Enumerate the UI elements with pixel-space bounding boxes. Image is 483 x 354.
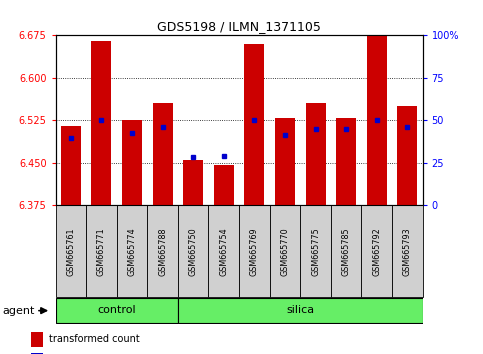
Text: GSM665761: GSM665761	[66, 227, 75, 276]
Text: transformed count: transformed count	[49, 334, 140, 344]
Text: GSM665750: GSM665750	[189, 227, 198, 276]
Bar	[306, 103, 326, 205]
FancyBboxPatch shape	[56, 205, 86, 297]
Text: GSM665793: GSM665793	[403, 227, 412, 276]
FancyBboxPatch shape	[361, 205, 392, 297]
Text: GSM665770: GSM665770	[281, 227, 289, 276]
Text: GSM665769: GSM665769	[250, 227, 259, 276]
FancyBboxPatch shape	[117, 205, 147, 297]
FancyBboxPatch shape	[331, 205, 361, 297]
Text: control: control	[98, 305, 136, 315]
Bar	[214, 165, 234, 205]
Text: GSM665771: GSM665771	[97, 227, 106, 276]
Bar	[31, 332, 43, 347]
Bar	[122, 120, 142, 205]
FancyBboxPatch shape	[209, 205, 239, 297]
FancyBboxPatch shape	[300, 205, 331, 297]
Text: agent: agent	[2, 306, 35, 316]
FancyBboxPatch shape	[178, 205, 209, 297]
Bar	[153, 103, 172, 205]
Text: GSM665792: GSM665792	[372, 227, 381, 276]
Text: silica: silica	[286, 305, 314, 315]
Text: GSM665775: GSM665775	[311, 227, 320, 276]
Text: GSM665774: GSM665774	[128, 227, 137, 276]
Bar	[244, 44, 264, 205]
Bar	[275, 118, 295, 205]
FancyBboxPatch shape	[147, 205, 178, 297]
FancyBboxPatch shape	[178, 298, 423, 322]
Text: GSM665785: GSM665785	[341, 227, 351, 276]
FancyBboxPatch shape	[86, 205, 117, 297]
Bar	[31, 353, 43, 354]
Bar	[398, 106, 417, 205]
Title: GDS5198 / ILMN_1371105: GDS5198 / ILMN_1371105	[157, 20, 321, 33]
Bar	[336, 118, 356, 205]
Bar	[367, 33, 387, 205]
Text: GSM665788: GSM665788	[158, 227, 167, 276]
FancyBboxPatch shape	[56, 298, 178, 322]
Text: GSM665754: GSM665754	[219, 227, 228, 276]
Bar	[91, 41, 112, 205]
Bar	[183, 160, 203, 205]
FancyBboxPatch shape	[392, 205, 423, 297]
FancyBboxPatch shape	[270, 205, 300, 297]
Bar	[61, 126, 81, 205]
FancyBboxPatch shape	[239, 205, 270, 297]
